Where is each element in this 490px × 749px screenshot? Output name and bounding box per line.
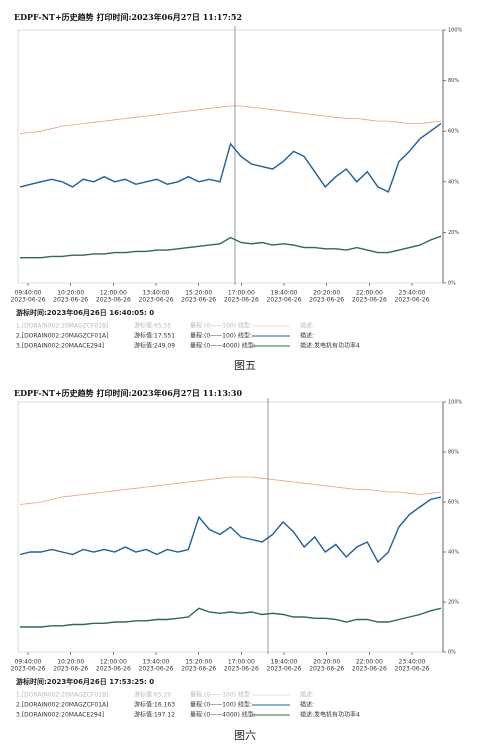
x-tick-label: 15:20:00 — [185, 659, 212, 666]
x-tick-label: 09:40:00 — [15, 290, 42, 297]
x-tick-date: 2023-06-26 — [53, 297, 88, 304]
x-tick-label: 12:00:00 — [100, 659, 127, 666]
y-tick-label: 80% — [448, 450, 459, 456]
print-header: EDPF-NT+历史趋势 打印时间:2023年06月27日 11:17:52 — [14, 12, 242, 22]
legend-cursor-value: 游标值:65.20 — [134, 691, 171, 699]
figure-caption: 图六 — [234, 729, 256, 742]
trend-line — [19, 496, 442, 564]
y-tick-label: 80% — [448, 78, 459, 84]
x-tick-label: 23:40:00 — [399, 659, 426, 666]
cursor-time: 游标时间:2023年06月26日 17:53:25: 0 — [16, 677, 154, 686]
x-tick-date: 2023-06-26 — [139, 297, 174, 304]
y-tick-label: 40% — [448, 550, 459, 556]
legend-range: 量程:(0——100) 线型: — [190, 701, 252, 709]
legend-cursor-value: 游标值:197.12 — [134, 711, 175, 719]
legend-tag: 2.[DORAIN002:20MAGZCF01A] — [16, 333, 108, 340]
y-tick-label: 0% — [448, 281, 456, 287]
figure-caption: 图五 — [234, 359, 256, 372]
x-tick-date: 2023-06-26 — [267, 666, 302, 673]
legend-cursor-value: 游标值:249.09 — [134, 342, 175, 350]
x-tick-date: 2023-06-26 — [139, 666, 174, 673]
legend-tag: 3.[DORAIN002:20MAACE294] — [16, 343, 104, 350]
cursor-time: 游标时间:2023年06月26日 16:40:05: 0 — [16, 308, 154, 317]
legend-tag: 3.[DORAIN002:20MAACE294] — [16, 712, 104, 719]
x-tick-date: 2023-06-26 — [395, 297, 430, 304]
x-tick-label: 20:20:00 — [313, 290, 340, 297]
x-tick-date: 2023-06-26 — [11, 297, 46, 304]
x-tick-label: 10:20:00 — [57, 659, 84, 666]
x-tick-label: 18:40:00 — [271, 290, 298, 297]
y-tick-label: 0% — [448, 650, 456, 656]
legend-cursor-value: 游标值:17.551 — [134, 332, 175, 340]
x-tick-date: 2023-06-26 — [96, 666, 131, 673]
x-tick-label: 17:00:00 — [228, 659, 255, 666]
y-tick-label: 40% — [448, 179, 459, 185]
legend-tag: 1.[DORAIN002:20MAGZCF01B] — [16, 323, 108, 330]
x-tick-label: 10:20:00 — [57, 290, 84, 297]
trend-line — [19, 105, 442, 135]
y-tick-label: 20% — [448, 600, 459, 606]
plot-area — [17, 29, 444, 284]
x-tick-label: 23:40:00 — [399, 290, 426, 297]
x-tick-label: 20:20:00 — [313, 659, 340, 666]
x-tick-date: 2023-06-26 — [181, 297, 216, 304]
legend-tag: 2.[DORAIN002:20MAGZCF01A] — [16, 702, 108, 709]
x-tick-label: 13:40:00 — [143, 659, 170, 666]
print-header: EDPF-NT+历史趋势 打印时间:2023年06月27日 11:13:30 — [14, 388, 242, 398]
legend-cursor-value: 游标值:16.163 — [134, 701, 175, 709]
legend-tag: 1.[DORAIN002:20MAGZCF01B] — [16, 692, 108, 699]
legend-description: 描述: — [300, 332, 314, 340]
legend-range: 量程:(0——4000) 线型: — [190, 342, 256, 350]
y-tick-label: 100% — [448, 28, 463, 34]
legend-description: 描述:发电机有功功率4 — [300, 342, 360, 350]
x-tick-label: 22:00:00 — [356, 290, 383, 297]
x-tick-label: 12:00:00 — [100, 290, 127, 297]
x-tick-date: 2023-06-26 — [309, 666, 344, 673]
legend-description: 描述:发电机有功功率4 — [300, 711, 360, 719]
legend-range: 量程:(0——100) 线型: — [190, 322, 252, 330]
trend-line — [20, 607, 442, 628]
trend-line — [19, 123, 442, 193]
x-tick-label: 17:00:00 — [228, 290, 255, 297]
x-tick-label: 09:40:00 — [15, 659, 42, 666]
legend-description: 描述: — [300, 701, 314, 709]
x-tick-date: 2023-06-26 — [352, 297, 387, 304]
x-tick-date: 2023-06-26 — [267, 297, 302, 304]
x-tick-date: 2023-06-26 — [352, 666, 387, 673]
legend-range: 量程:(0——100) 线型: — [190, 691, 252, 699]
x-tick-label: 13:40:00 — [143, 290, 170, 297]
legend-range: 量程:(0——100) 线型: — [190, 332, 252, 340]
legend-cursor-value: 游标值:65.55 — [134, 322, 171, 330]
legend-description: 描述: — [300, 322, 314, 330]
y-tick-label: 60% — [448, 500, 459, 506]
y-tick-label: 60% — [448, 129, 459, 135]
x-tick-date: 2023-06-26 — [309, 297, 344, 304]
trend-line — [20, 235, 442, 259]
x-tick-date: 2023-06-26 — [395, 666, 430, 673]
x-tick-date: 2023-06-26 — [96, 297, 131, 304]
legend-range: 量程:(0——4000) 线型: — [190, 711, 256, 719]
x-tick-date: 2023-06-26 — [224, 297, 259, 304]
legend-description: 描述: — [300, 691, 314, 699]
x-tick-date: 2023-06-26 — [11, 666, 46, 673]
y-tick-label: 20% — [448, 230, 459, 236]
x-tick-date: 2023-06-26 — [53, 666, 88, 673]
x-tick-label: 15:20:00 — [185, 290, 212, 297]
y-tick-label: 100% — [448, 400, 463, 406]
trend-line — [19, 476, 442, 505]
x-tick-date: 2023-06-26 — [181, 666, 216, 673]
x-tick-date: 2023-06-26 — [224, 666, 259, 673]
x-tick-label: 22:00:00 — [356, 659, 383, 666]
x-tick-label: 18:40:00 — [271, 659, 298, 666]
